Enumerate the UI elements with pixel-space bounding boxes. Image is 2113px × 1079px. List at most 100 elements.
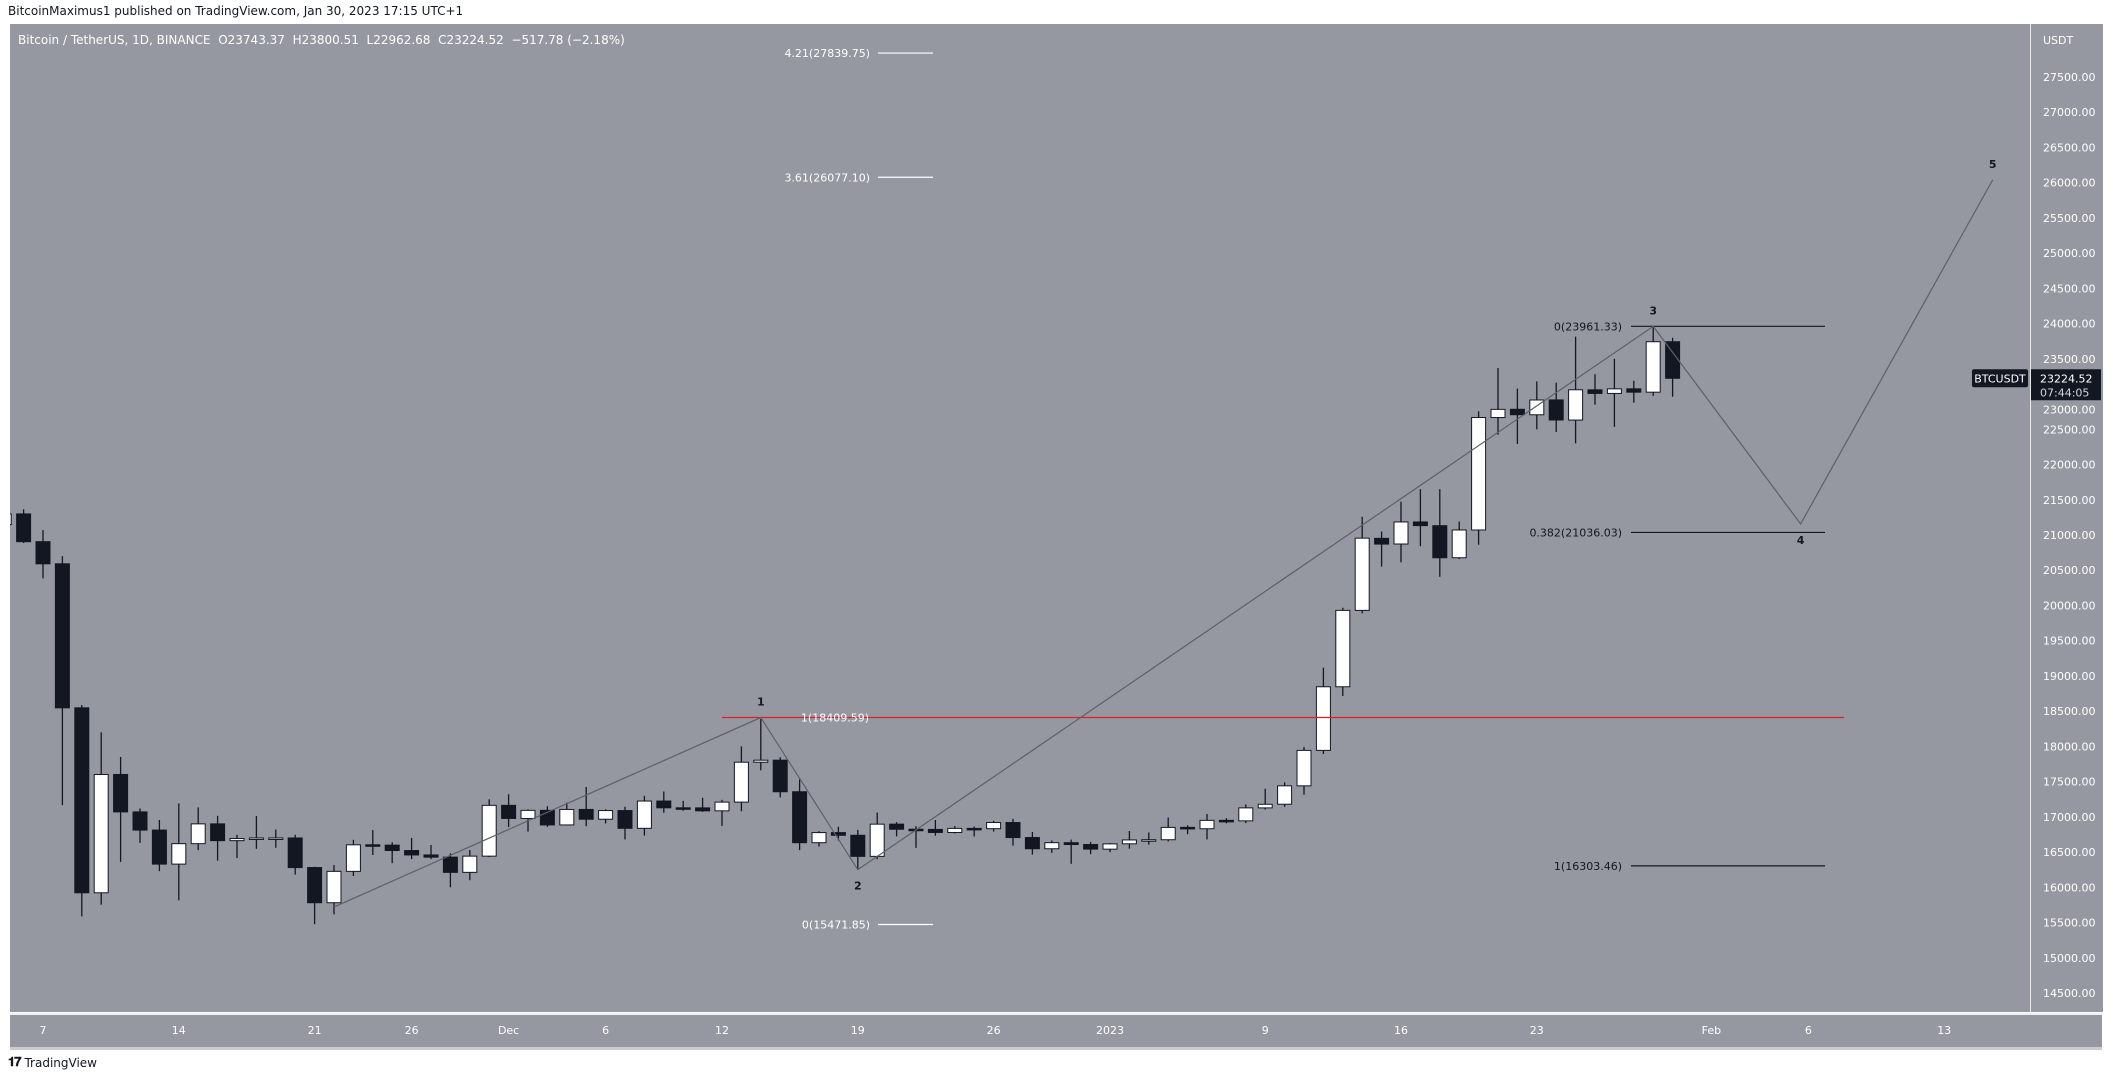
- candle-down: [656, 791, 672, 813]
- wave-label-1: 1: [757, 696, 765, 709]
- candle-body: [1645, 341, 1661, 393]
- candle-body: [695, 807, 711, 812]
- candle-body: [1141, 839, 1157, 842]
- candle-down: [1626, 380, 1642, 403]
- candle-up: [462, 850, 478, 881]
- candle-up: [1354, 516, 1370, 614]
- time-axis-label: 12: [715, 1024, 729, 1037]
- wave-label-2: 2: [854, 880, 862, 893]
- candle-body: [1296, 749, 1312, 787]
- candle-body: [947, 827, 963, 833]
- candle-up: [1277, 782, 1293, 807]
- candle-up: [1315, 667, 1331, 754]
- candle-body: [1005, 822, 1021, 839]
- fib-right-level-label: 0(23961.33): [1554, 320, 1622, 333]
- candle-up: [481, 799, 497, 858]
- fib-right-level-label: 0.382(21036.03): [1529, 526, 1622, 539]
- candle-down: [210, 815, 226, 861]
- candle-down: [1432, 489, 1448, 577]
- candle-up: [636, 795, 652, 836]
- candle-up: [171, 803, 187, 901]
- time-axis-label: 21: [308, 1024, 322, 1037]
- candle-body: [1568, 389, 1584, 421]
- price-axis-label: 23000.00: [2043, 403, 2096, 416]
- candle-up: [248, 816, 264, 849]
- candle-up: [1257, 788, 1273, 810]
- candle-up: [229, 834, 245, 859]
- candle-up: [1141, 832, 1157, 845]
- fib-left-level-label: 3.61(26077.10): [784, 171, 870, 184]
- price-axis-label: 27000.00: [2043, 106, 2096, 119]
- candle-body: [617, 810, 633, 829]
- price-axis-label: 14500.00: [2043, 987, 2096, 1000]
- candle-body: [733, 761, 749, 803]
- candle-down: [578, 786, 594, 827]
- time-axis-label: 14: [172, 1024, 186, 1037]
- candle-body: [1606, 388, 1622, 394]
- candle-up: [1296, 747, 1312, 795]
- price-axis[interactable]: [2030, 24, 2103, 1012]
- candle-down: [1665, 337, 1681, 397]
- candle-body: [1432, 525, 1448, 559]
- candle-body: [559, 808, 575, 826]
- candle-body: [986, 822, 1002, 830]
- bar-countdown: 07:44:05: [2040, 386, 2089, 399]
- time-axis-label: 2023: [1096, 1024, 1124, 1037]
- time-axis-label: 6: [1805, 1024, 1812, 1037]
- candle-down: [675, 800, 691, 811]
- candle-body: [1374, 537, 1390, 545]
- candle-up: [733, 746, 749, 812]
- candle-body: [830, 832, 846, 836]
- fib-right-level-label: 1(16303.46): [1554, 860, 1622, 873]
- tradingview-brand: TradingView: [24, 1055, 97, 1070]
- time-axis-label: 9: [1262, 1024, 1269, 1037]
- symbol-title: Bitcoin / TetherUS, 1D, BINANCE: [18, 33, 211, 47]
- candle-body: [248, 837, 264, 840]
- candle-body: [1277, 785, 1293, 805]
- price-axis-label: 18500.00: [2043, 705, 2096, 718]
- candle-body: [598, 810, 614, 820]
- time-axis-label: Dec: [498, 1024, 519, 1037]
- candle-body: [113, 773, 129, 813]
- candle-body: [404, 850, 420, 856]
- price-axis-label: 16500.00: [2043, 846, 2096, 859]
- candle-up: [559, 802, 575, 826]
- candle-up: [1490, 367, 1506, 435]
- time-axis-label: 26: [405, 1024, 419, 1037]
- elliott-wave-path: [333, 179, 1994, 908]
- candle-up: [1199, 813, 1215, 840]
- candle-body: [481, 804, 497, 857]
- candle-up: [1645, 326, 1661, 396]
- low-label: L: [366, 33, 374, 47]
- price-axis-label: 24000.00: [2043, 318, 2096, 331]
- price-axis-label: 18000.00: [2043, 740, 2096, 753]
- candle-body: [1393, 521, 1409, 545]
- candle-body: [326, 870, 342, 904]
- time-axis[interactable]: [10, 1013, 2102, 1050]
- candle-body: [792, 791, 808, 844]
- price-axis-label: 17500.00: [2043, 776, 2096, 789]
- price-axis-label: 19000.00: [2043, 670, 2096, 683]
- candle-body: [442, 856, 458, 873]
- candle-up: [1606, 358, 1622, 427]
- wave-label-3: 3: [1649, 304, 1657, 317]
- time-axis-label: 19: [851, 1024, 865, 1037]
- candle-body: [1121, 839, 1137, 845]
- candle-body: [151, 829, 167, 865]
- candle-down: [54, 556, 70, 806]
- open-label: O: [218, 33, 228, 47]
- candle-body: [714, 801, 730, 812]
- candle-down: [384, 842, 400, 864]
- tradingview-footer[interactable]: 𝟏𝟕 TradingView: [8, 1055, 97, 1070]
- candle-down: [132, 808, 148, 843]
- candle-body: [1218, 819, 1234, 823]
- fib-left-level-label: 0(15471.85): [802, 919, 870, 932]
- candle-body: [753, 759, 769, 763]
- candle-body: [74, 707, 90, 894]
- candle-body: [54, 563, 70, 709]
- candle-down: [1024, 831, 1040, 855]
- price-axis-label: 20500.00: [2043, 564, 2096, 577]
- candle-down: [1005, 818, 1021, 846]
- candle-up: [93, 732, 109, 905]
- candle-body: [1587, 389, 1603, 394]
